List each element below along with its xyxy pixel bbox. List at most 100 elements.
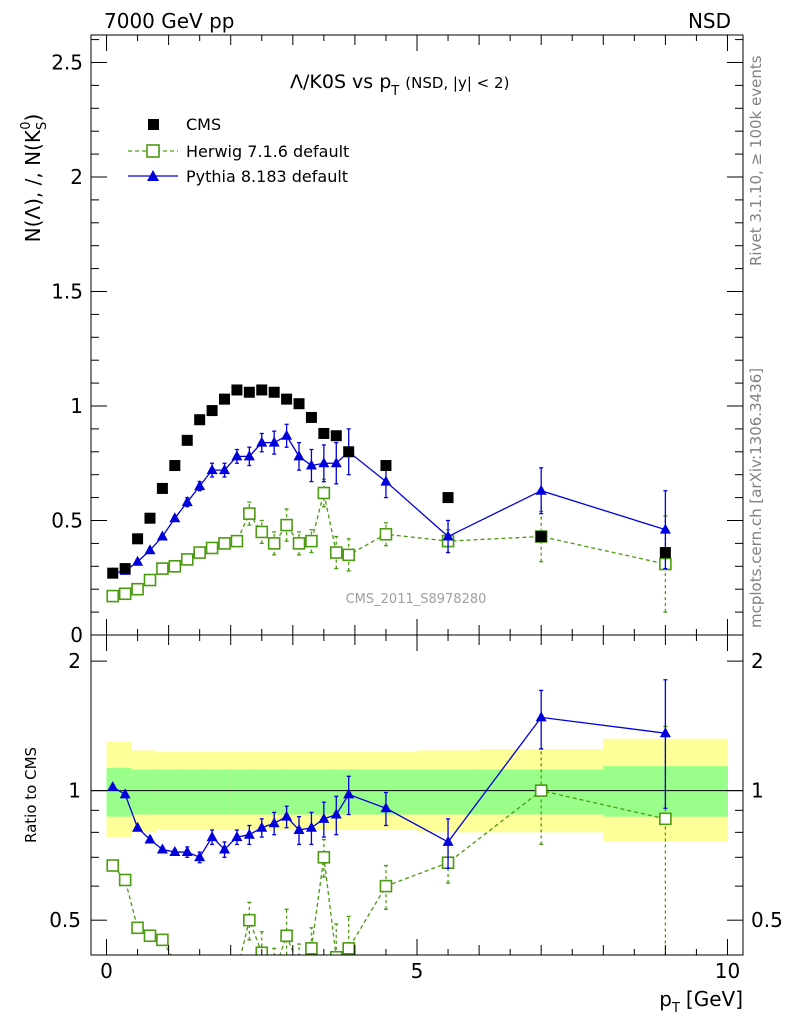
inner-band xyxy=(255,769,281,815)
data-point xyxy=(219,843,231,854)
ratio-series xyxy=(106,679,672,977)
data-point xyxy=(342,548,355,562)
ratio-y-tick-label: 2 xyxy=(68,649,81,673)
inner-band xyxy=(205,769,232,815)
data-point xyxy=(380,460,392,472)
data-point xyxy=(329,546,343,559)
main-y-tick-label: 0.5 xyxy=(51,508,83,532)
data-point xyxy=(330,457,342,468)
data-point xyxy=(132,821,144,832)
x-axis-label-sub: T xyxy=(671,1001,680,1016)
data-point xyxy=(243,913,256,927)
data-point xyxy=(293,450,305,461)
legend-cms-label: CMS xyxy=(186,115,221,134)
data-point xyxy=(106,589,120,603)
data-point xyxy=(194,480,206,491)
data-point xyxy=(231,831,243,842)
data-point xyxy=(230,534,244,548)
data-point xyxy=(318,427,330,439)
ratio-y-tick-label: 0.5 xyxy=(49,908,81,932)
data-point xyxy=(659,812,672,826)
x-axis-label-tail: [GeV] xyxy=(686,987,743,1011)
data-point xyxy=(535,531,547,543)
main-series xyxy=(106,384,672,613)
data-point xyxy=(132,555,144,566)
data-point xyxy=(293,398,305,410)
inner-band xyxy=(230,769,257,815)
data-point xyxy=(269,966,280,977)
data-point xyxy=(305,821,317,832)
data-point xyxy=(280,929,293,943)
data-point xyxy=(256,821,268,832)
main-title-sub: T xyxy=(390,84,399,99)
data-point xyxy=(181,496,193,507)
data-point xyxy=(281,429,293,440)
legend-herwig-marker xyxy=(146,144,160,158)
data-point xyxy=(318,457,330,468)
ratio-axis-ticks xyxy=(91,635,743,955)
main-y-axis-label-sub: S xyxy=(35,122,50,130)
data-point xyxy=(379,527,393,541)
inner-band xyxy=(106,767,132,817)
data-point xyxy=(169,846,181,857)
legend-pythia-label: Pythia 8.183 default xyxy=(186,167,348,186)
data-point xyxy=(305,459,317,470)
data-point xyxy=(329,950,343,955)
series-line xyxy=(112,492,666,597)
data-point xyxy=(231,384,243,396)
data-point xyxy=(143,573,157,587)
header-right: NSD xyxy=(688,9,731,33)
data-point xyxy=(131,582,144,596)
data-point xyxy=(535,484,547,495)
main-y-tick-label: 1 xyxy=(70,394,83,418)
mcplots-label: mcplots.cern.ch [arXiv:1306.3436] xyxy=(747,368,765,628)
data-point xyxy=(343,788,355,799)
data-point xyxy=(243,386,255,398)
data-point xyxy=(659,727,671,738)
data-point xyxy=(194,414,206,426)
data-point xyxy=(280,518,293,532)
data-point xyxy=(343,446,355,458)
data-point xyxy=(243,828,255,839)
data-point xyxy=(293,824,305,835)
data-point xyxy=(168,559,182,573)
ratio-y-tick-label-right: 1 xyxy=(751,779,764,803)
data-point xyxy=(231,966,242,977)
data-point xyxy=(442,835,454,846)
x-tick-label: 5 xyxy=(411,959,424,983)
data-point xyxy=(144,512,156,524)
data-point xyxy=(268,436,280,447)
data-point xyxy=(281,393,293,405)
main-title-tail: (NSD, |y| < 2) xyxy=(405,74,509,92)
data-point xyxy=(379,879,393,893)
data-point xyxy=(119,563,131,575)
legend-herwig-label: Herwig 7.1.6 default xyxy=(186,142,349,161)
inner-band xyxy=(280,769,306,815)
data-point xyxy=(156,562,169,575)
x-axis-label-text: p xyxy=(659,987,672,1011)
inner-band xyxy=(330,769,356,815)
data-point xyxy=(180,553,194,566)
data-point xyxy=(442,492,454,504)
data-point xyxy=(255,525,269,539)
data-point xyxy=(143,929,157,943)
inner-band xyxy=(417,769,480,815)
ratio-tick-labels: 0.5 0.5 1 1 2 2 0 5 10 xyxy=(49,649,783,983)
data-point xyxy=(144,833,156,844)
ratio-y-tick-label-right: 2 xyxy=(751,649,764,673)
data-point xyxy=(169,956,180,967)
data-point xyxy=(118,873,132,887)
x-tick-label: 0 xyxy=(100,959,113,983)
data-point xyxy=(194,851,206,862)
data-point xyxy=(131,921,144,935)
data-point xyxy=(144,544,156,555)
data-point xyxy=(659,523,671,534)
ratio-y-tick-label-right: 0.5 xyxy=(751,908,783,932)
data-point xyxy=(219,393,231,405)
data-point xyxy=(342,942,355,955)
main-axis-ticks xyxy=(91,35,743,636)
data-point xyxy=(330,430,342,442)
data-point xyxy=(219,464,231,475)
main-y-axis-label-text: N(Λ), /, N(K xyxy=(21,129,45,242)
